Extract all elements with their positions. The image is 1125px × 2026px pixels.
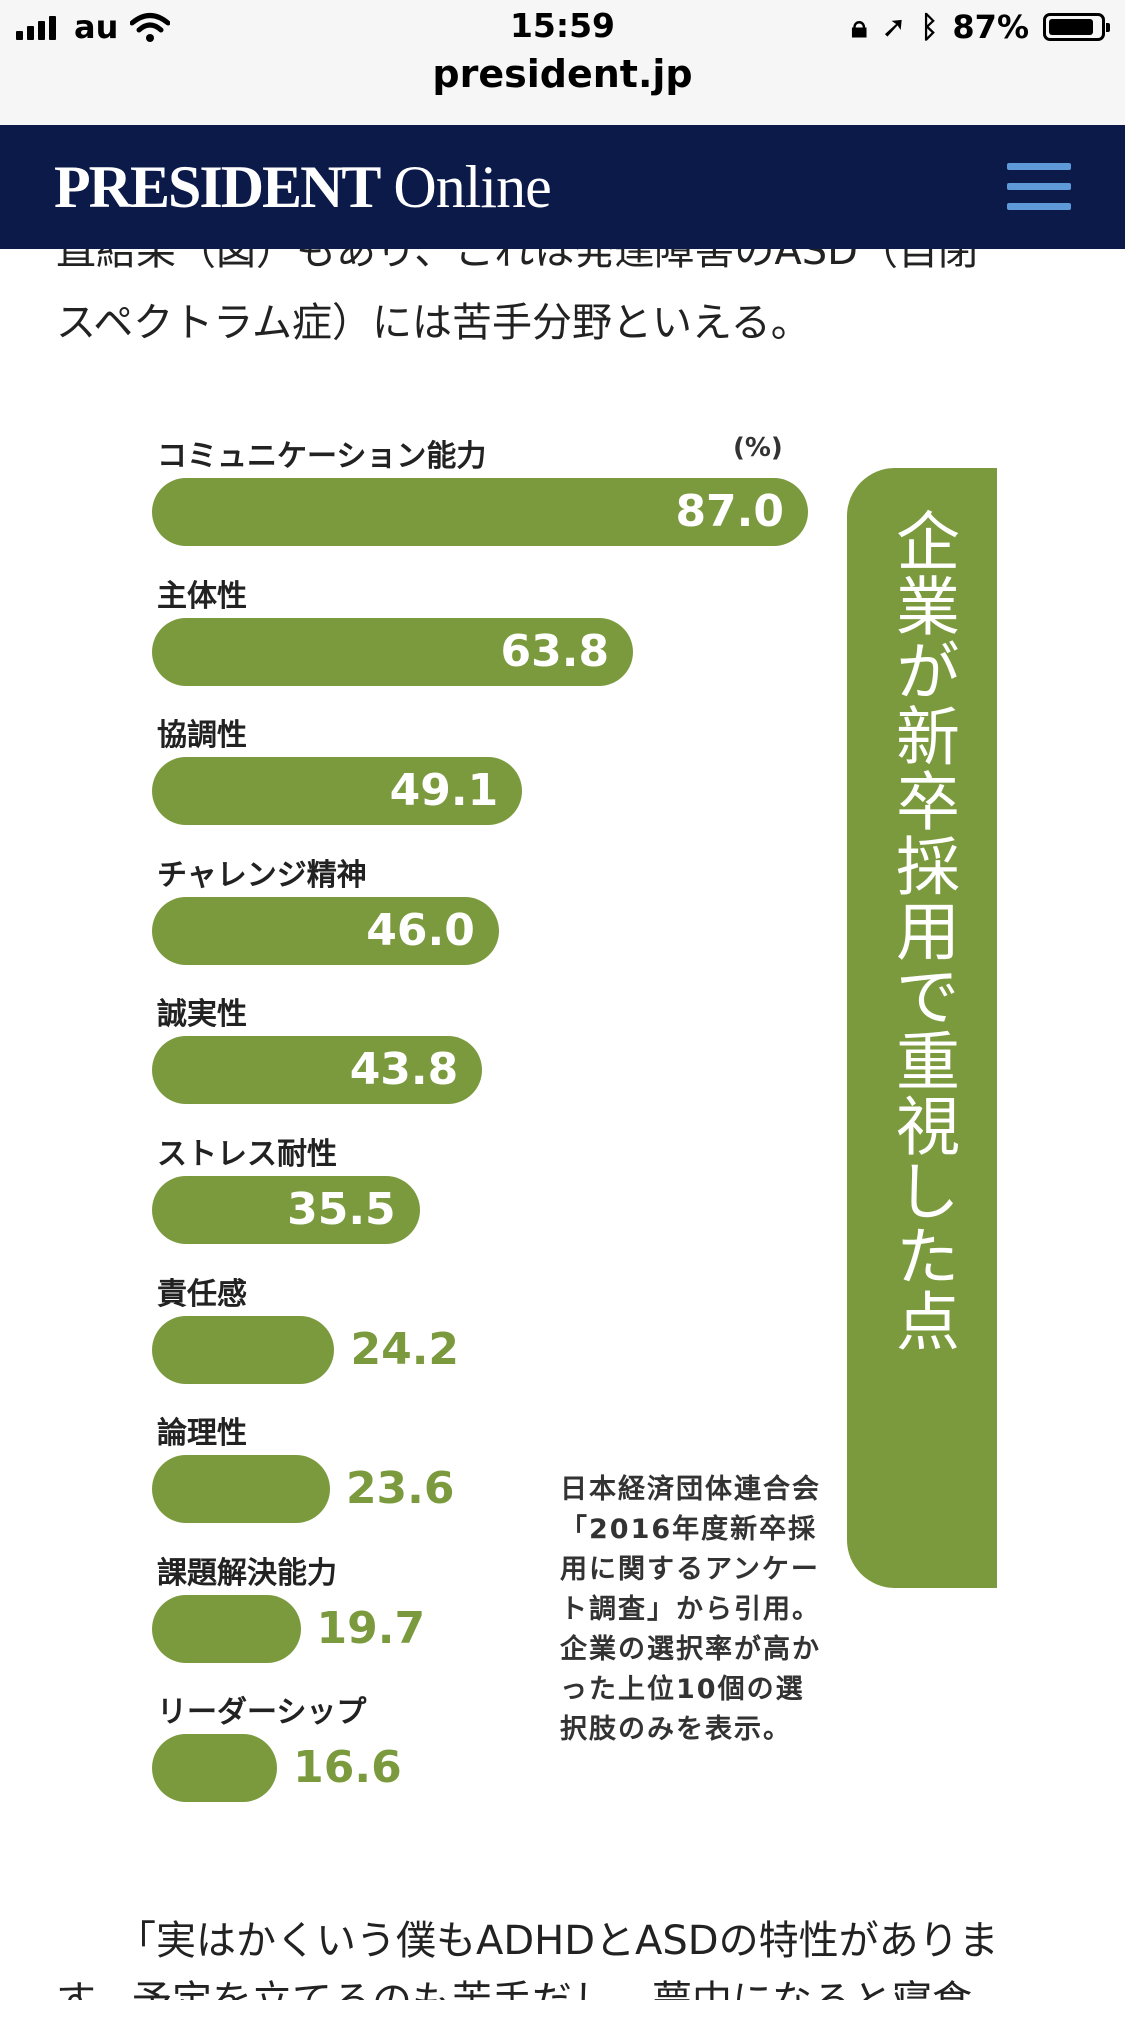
site-header: PRESIDENT Online <box>0 125 1125 249</box>
orientation-lock-icon: 🔒︎ <box>851 9 868 45</box>
value-label: 24.2 <box>350 1323 460 1375</box>
value-label: 16.6 <box>293 1742 402 1794</box>
bar <box>152 1315 335 1384</box>
battery-percent: 87% <box>952 8 1029 46</box>
category-label: リーダーシップ <box>157 1695 367 1731</box>
category-label: チャレンジ精神 <box>157 857 367 893</box>
status-bar: au 15:59 🔒︎ ➚ ᛒ 87% <box>0 0 1125 56</box>
logo-bold-text: PRESIDENT <box>54 154 381 220</box>
chart-title-panel: 企業が新卒採用で重視した点 <box>847 468 997 1588</box>
bar-chart: (%) 企業が新卒採用で重視した点 日本経済団体連合会「2016年度新卒採用に関… <box>145 425 1005 1815</box>
site-logo[interactable]: PRESIDENT Online <box>54 153 552 222</box>
category-label: ストレス耐性 <box>157 1137 337 1172</box>
value-label: 87.0 <box>675 486 784 537</box>
category-label: 誠実性 <box>157 997 247 1033</box>
category-label: 論理性 <box>157 1416 247 1452</box>
cellular-signal-icon <box>16 16 56 40</box>
value-label: 19.7 <box>316 1602 426 1654</box>
clock: 15:59 <box>509 6 616 45</box>
chart-unit-label: (%) <box>733 433 783 463</box>
bar <box>152 1036 483 1105</box>
value-label: 43.8 <box>349 1044 459 1096</box>
bar <box>152 757 523 826</box>
article-paragraph: スペクトラム症）には苦手分野といえる。 <box>56 300 811 346</box>
location-arrow-icon: ➚ <box>881 9 907 45</box>
category-label: 主体性 <box>157 578 247 614</box>
url-bar[interactable]: president.jp <box>432 52 693 96</box>
value-label: 63.8 <box>500 625 610 677</box>
article-paragraph-2: 「実はかくいう僕もADHDとASDの特性がありま <box>116 1918 999 1964</box>
wifi-icon <box>130 13 170 42</box>
category-label: 課題解決能力 <box>157 1555 337 1591</box>
logo-rest-text: Online <box>379 154 551 220</box>
bar <box>152 896 499 965</box>
bar <box>152 1176 420 1244</box>
bar <box>152 478 808 546</box>
value-label: 46.0 <box>366 904 475 956</box>
category-label: 責任感 <box>157 1276 247 1312</box>
article-text-cut-bottom: す。予定を立てるのも苦手だし、夢中になると寝食 <box>56 1978 972 2024</box>
battery-icon <box>1043 13 1110 41</box>
article-text-cut-top: 直結果（図）もあり、これは発達障害のASD（自閉 <box>56 228 978 274</box>
browser-chrome: au 15:59 🔒︎ ➚ ᛒ 87% president.jp <box>0 0 1125 125</box>
category-label: 協調性 <box>157 718 247 754</box>
chart-title: 企業が新卒採用で重視した点 <box>885 508 959 1353</box>
value-label: 23.6 <box>345 1463 455 1515</box>
bluetooth-icon: ᛒ <box>920 9 939 45</box>
carrier-name: au <box>74 8 119 46</box>
bar <box>152 1455 330 1524</box>
value-label: 35.5 <box>287 1184 396 1235</box>
value-label: 49.1 <box>389 765 499 817</box>
bar <box>152 617 634 686</box>
category-label: コミュニケーション能力 <box>157 439 487 474</box>
chart-source-note: 日本経済団体連合会「2016年度新卒採用に関するアンケート調査」から引用。企業の… <box>560 1474 821 1745</box>
battery-fill <box>1049 19 1093 35</box>
bar <box>152 1734 278 1803</box>
bar <box>152 1594 301 1663</box>
hamburger-menu-icon[interactable] <box>1007 163 1071 211</box>
